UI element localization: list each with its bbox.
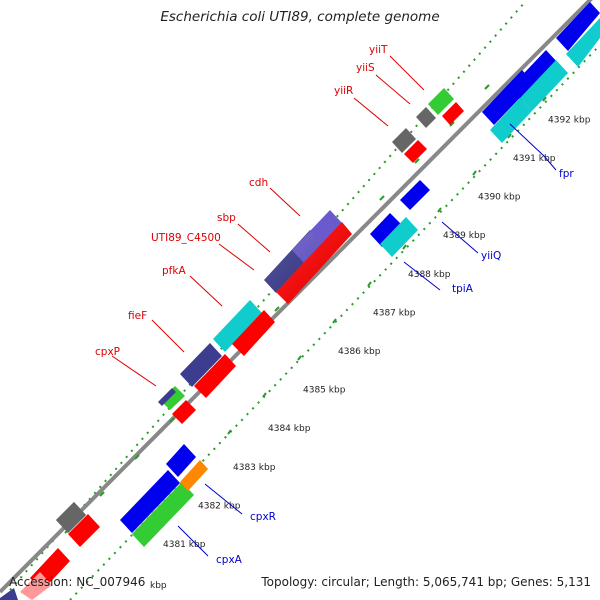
gene-label-UTI89_C4500: UTI89_C4500 [151,232,221,244]
leader-lines-bottom [177,123,557,557]
gene-yiiR[interactable] [392,128,416,153]
tick-label: 4389 kbp [443,231,486,241]
tick-label: 4382 kbp [198,501,241,511]
gene-label-fieF: fieF [128,310,147,322]
tick-label: 4385 kbp [303,386,346,396]
accession-text: Accession: NC_007946 [9,575,146,589]
gene-cpxA[interactable] [132,482,194,547]
gene-shine [264,222,352,304]
gene-tpiA[interactable] [380,217,418,257]
gene-rev-red-yii-a[interactable] [404,140,427,163]
gene-rev-red-bottom-1[interactable] [68,514,100,547]
gene-label-cpxR: cpxR [250,511,276,523]
gene-cpxR[interactable] [120,470,180,533]
tick-label: 4388 kbp [408,270,451,280]
gene-fpr[interactable] [490,98,532,143]
gene-rev-cyan-3[interactable] [566,18,600,67]
gene-rev-red-2[interactable] [194,354,236,398]
tick-label: 4391 kbp [513,154,556,164]
gene-rev-red-yii-b[interactable] [442,102,464,125]
gene-yiiT[interactable] [428,88,454,115]
gene-rev-red-1[interactable] [172,400,196,424]
gene-label-yiiR: yiiR [334,85,353,97]
tick-label: 4381 kbp [163,540,206,550]
gene-label-cpxA: cpxA [216,554,243,566]
gene-fwd-c[interactable] [556,2,600,51]
tick-label: 4384 kbp [268,424,311,434]
gene-labels-bottom: fpr yiiQ tpiA cpxR cpxA [216,168,574,566]
gene-rev-red-3[interactable] [232,310,275,356]
gene-yiiS[interactable] [416,107,436,128]
gene-label-sbp: sbp [217,212,236,224]
tick-label-partial: kbp [150,581,167,591]
gene-fwd-b[interactable] [510,50,558,101]
gene-rev-cyan-2[interactable] [520,60,568,111]
gene-pfkA[interactable] [213,300,262,352]
tick-labels: 4381 kbp 4382 kbp 4383 kbp 4384 kbp 4385 kbp… [150,115,591,591]
gene-label-fpr: fpr [559,168,574,180]
gene-fwd-gray-upper[interactable] [56,502,86,533]
gene-label-yiiQ: yiiQ [481,250,501,262]
gene-label-tpiA: tpiA [452,283,474,295]
map-title: Escherichia coli UTI89, complete genome [160,9,440,25]
gene-label-yiiS: yiiS [356,62,375,74]
gene-navy-corner[interactable] [0,588,18,600]
gene-rev-blue-small[interactable] [400,180,430,210]
tick-label: 4390 kbp [478,193,521,203]
leader-lines-top [111,55,425,387]
gene-rev-pink-bottom[interactable] [20,572,52,600]
gene-label-cpxP: cpxP [95,346,120,358]
tick-label: 4392 kbp [548,115,591,125]
tick-marks [192,96,547,473]
gene-label-yiiT: yiiT [369,44,388,56]
genome-summary: Topology: circular; Length: 5,065,741 bp… [261,575,591,589]
gene-label-cdh: cdh [249,177,268,189]
tick-label: 4383 kbp [233,463,276,473]
tick-label: 4386 kbp [338,347,381,357]
gene-cpxP-overlay [158,388,176,406]
gene-cpxA-orange[interactable] [180,460,208,491]
gene-yiiQ[interactable] [370,213,403,247]
gene-label-pfkA: pfkA [162,265,186,277]
gene-cpxP[interactable] [160,386,185,410]
tick-label: 4387 kbp [373,308,416,318]
gene-fieF[interactable] [180,343,222,387]
gene-cpxR-upper[interactable] [166,444,196,477]
